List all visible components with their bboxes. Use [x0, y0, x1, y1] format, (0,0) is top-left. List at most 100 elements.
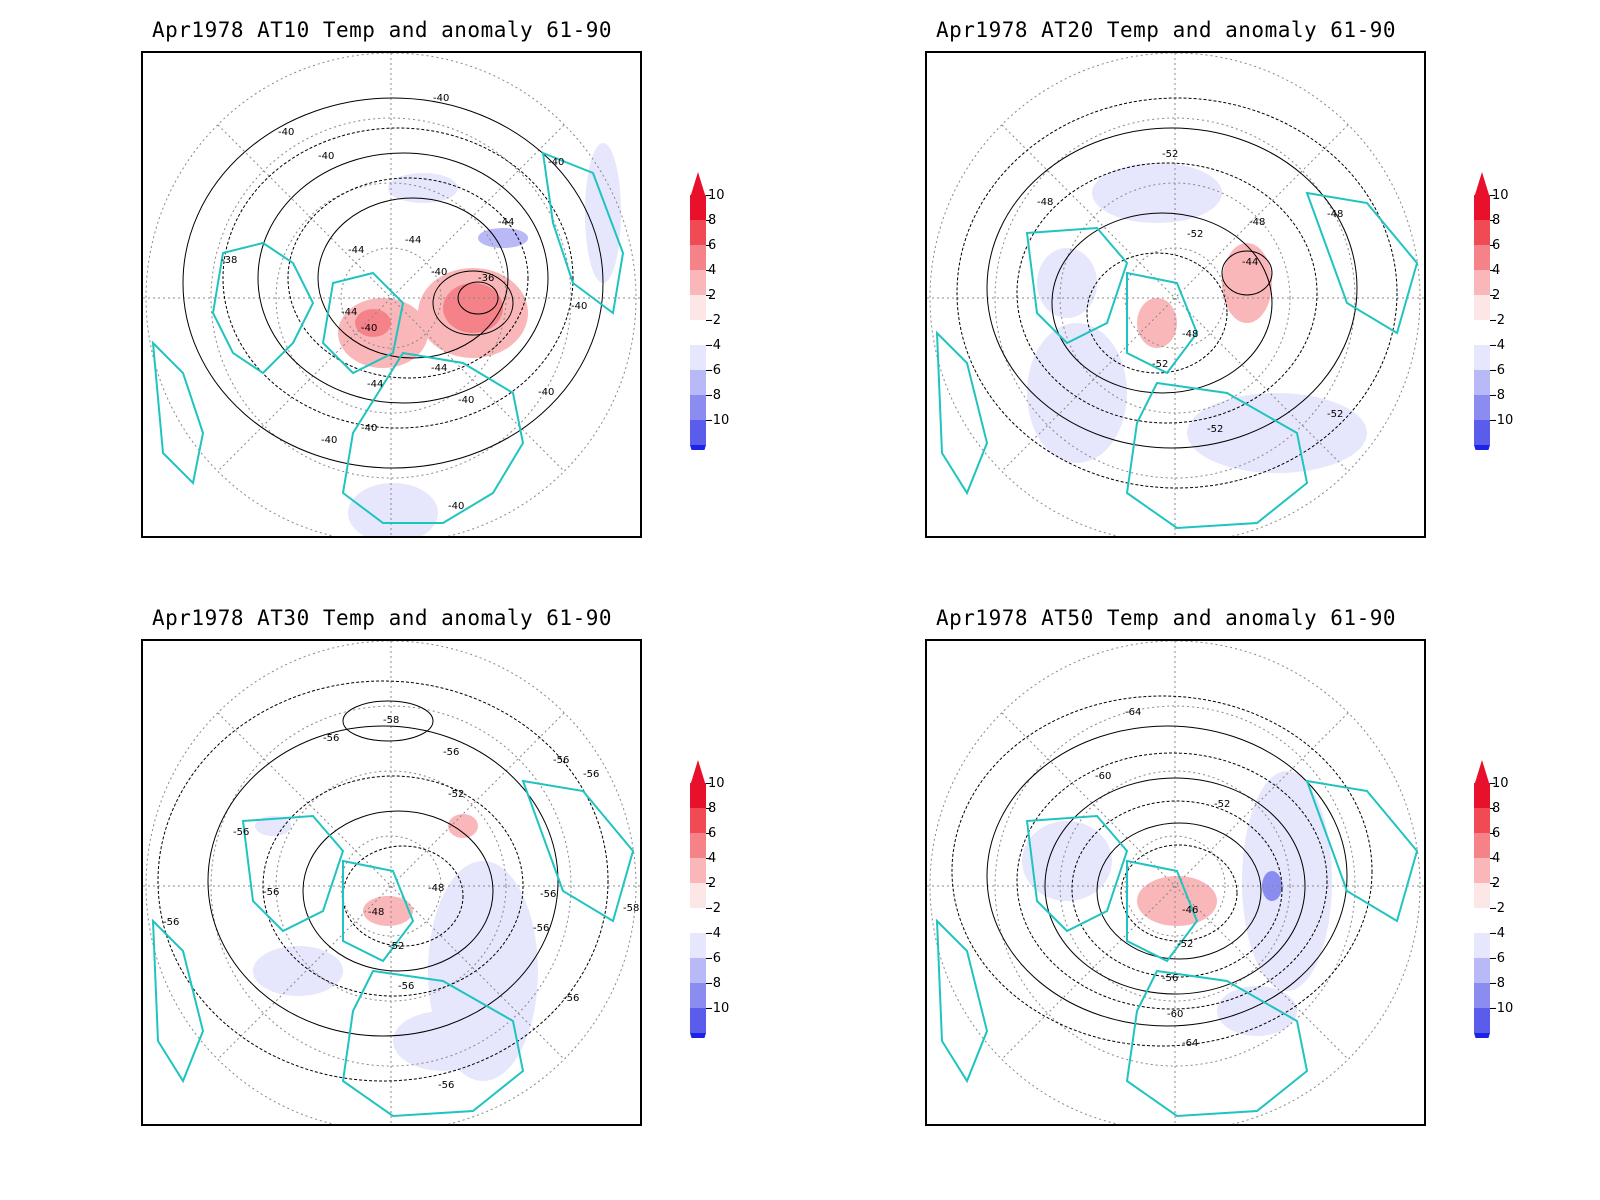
colorbar-tick [1490, 395, 1495, 396]
colorbar-label: -2 [1492, 901, 1505, 916]
colorbar-tick [1490, 883, 1495, 884]
contour-label: -44 [498, 217, 514, 228]
contour-label: -56 [438, 1080, 454, 1091]
colorbar-label: 4 [1492, 263, 1501, 278]
contour-label: -56 [533, 923, 549, 934]
colorbar-segment [1474, 958, 1490, 983]
contour-label: -58 [383, 715, 399, 726]
contour-label: -40 [361, 323, 377, 334]
colorbar-label: 2 [708, 876, 717, 891]
colorbar-segment [690, 320, 706, 345]
contour-label: -56 [233, 827, 249, 838]
contour-label: -48 [428, 883, 444, 894]
contour-label: -52 [1177, 939, 1193, 950]
colorbar-tick [1490, 370, 1495, 371]
colorbar-label: 8 [708, 213, 717, 228]
colorbar-segment [1474, 345, 1490, 370]
colorbar-segment [1474, 983, 1490, 1008]
contour-label: -56 [563, 993, 579, 1004]
colorbar-segment [690, 1008, 706, 1033]
colorbar-label: -10 [1492, 1001, 1514, 1016]
colorbar-tick [706, 908, 711, 909]
colorbar-label: 2 [1492, 288, 1501, 303]
contour-label: -60 [1167, 1009, 1183, 1020]
colorbar-segment [1474, 808, 1490, 833]
colorbar-tick [1490, 420, 1495, 421]
colorbar-label: 2 [1492, 876, 1501, 891]
polar-map: -64 -60 -52 -46 -52 -56 -60 -64 [925, 639, 1426, 1126]
cold-anomaly-area [478, 228, 528, 248]
contour-label: -44 [431, 363, 447, 374]
colorbar-tick [706, 345, 711, 346]
colorbar-segment [1474, 420, 1490, 445]
contour-label: -46 [1182, 905, 1198, 916]
contour-label: -52 [1152, 359, 1168, 370]
colorbar-top-arrow [1474, 760, 1490, 786]
colorbar-tick [1490, 320, 1495, 321]
temperature-contours [956, 97, 1398, 489]
colorbar-tick [706, 220, 711, 221]
cold-anomaly-area [1217, 986, 1297, 1036]
colorbar-label: -8 [1492, 388, 1505, 403]
colorbar-tick [706, 195, 711, 196]
colorbar-svg [690, 172, 706, 471]
contour-label: -40 [318, 151, 334, 162]
lat-lon-grid [143, 53, 640, 536]
colorbar-label: 4 [708, 263, 717, 278]
contour-label: -40 [433, 93, 449, 104]
colorbar-segment [690, 883, 706, 908]
colorbar-tick [1490, 195, 1495, 196]
colorbar-tick [706, 883, 711, 884]
cold-anomaly-area [253, 946, 343, 996]
colorbar-svg [690, 760, 706, 1059]
map-svg: -58 -56 -56 -56 -56 -52 -56 -56 -48 -48 … [143, 641, 640, 1124]
colorbar-segment [1474, 370, 1490, 395]
contour-label: -48 [1249, 217, 1265, 228]
colorbar-segment [1474, 858, 1490, 883]
contour-labels: -58 -56 -56 -56 -56 -52 -56 -56 -48 -48 … [163, 715, 639, 1091]
colorbar-label: -8 [708, 976, 721, 991]
colorbar-label: -2 [1492, 313, 1505, 328]
contour-label: -56 [398, 981, 414, 992]
colorbar-tick [706, 783, 711, 784]
contour-label: -40 [431, 267, 447, 278]
colorbar-segment [690, 370, 706, 395]
cold-anomaly-area [1187, 393, 1367, 473]
colorbar-top-arrow [690, 172, 706, 198]
coastlines [935, 779, 1419, 1118]
colorbar-label: 6 [708, 826, 717, 841]
contour-label: -56 [553, 755, 569, 766]
colorbar-segment [690, 908, 706, 933]
contour-label: -48 [1327, 209, 1343, 220]
coastlines [935, 191, 1419, 530]
colorbar-label: -6 [708, 363, 721, 378]
colorbar-label: 10 [708, 188, 725, 203]
temperature-contours [157, 680, 609, 1082]
colorbar-tick [1490, 908, 1495, 909]
contour-label: -56 [443, 747, 459, 758]
lat-lon-grid [927, 53, 1424, 536]
contour-labels: -64 -60 -52 -46 -52 -56 -60 -64 [1095, 707, 1230, 1049]
contour-label: -48 [1182, 329, 1198, 340]
panel-title: Apr1978 AT20 Temp and anomaly 61-90 [936, 18, 1397, 42]
contour-label: -44 [405, 235, 421, 246]
contour-label: -56 [163, 917, 179, 928]
warm-anomaly-area [363, 896, 413, 926]
colorbar-label: -8 [708, 388, 721, 403]
cold-anomaly-area [1092, 163, 1222, 223]
colorbar-label: -6 [1492, 951, 1505, 966]
colorbar: 10 8 6 4 2 -2 -4 -6 -8 -10 [688, 170, 729, 471]
colorbar-tick [1490, 270, 1495, 271]
colorbar-segment [1474, 220, 1490, 245]
lat-lon-grid [143, 641, 640, 1124]
anomaly-shading [253, 814, 538, 1081]
temperature-contours [182, 97, 604, 469]
contour-label: -52 [1162, 149, 1178, 160]
cold-anomaly-area [348, 483, 438, 536]
colorbar-segment [690, 808, 706, 833]
colorbar-segment [690, 245, 706, 270]
colorbar-segment [1474, 320, 1490, 345]
map-svg: -64 -60 -52 -46 -52 -56 -60 -64 [927, 641, 1424, 1124]
contour-label: -52 [1187, 229, 1203, 240]
colorbar-label: 4 [708, 851, 717, 866]
